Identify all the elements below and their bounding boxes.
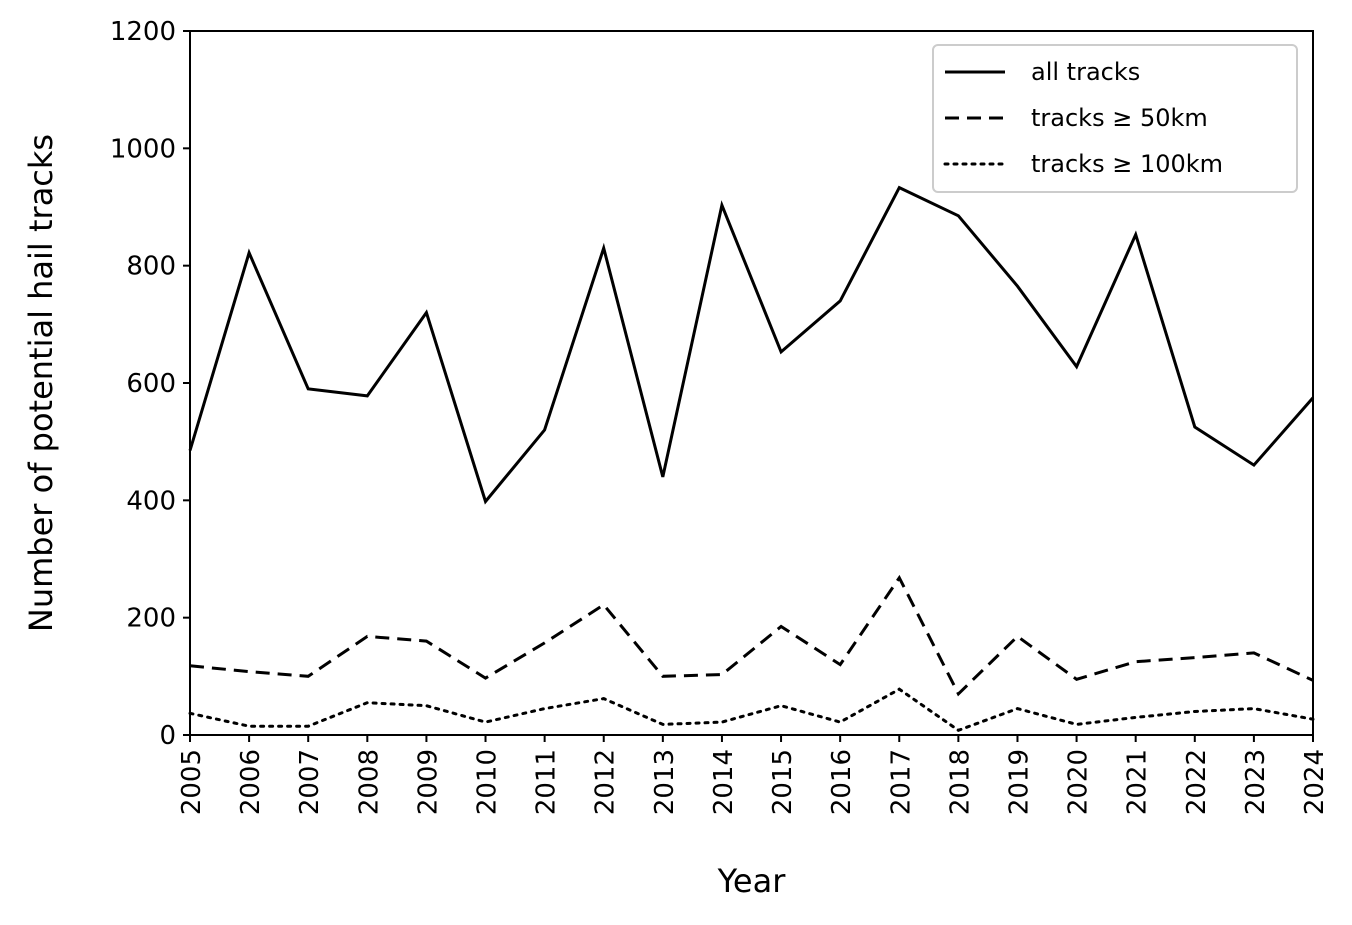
x-axis-label: Year: [717, 862, 787, 900]
legend-label-1: all tracks: [1031, 58, 1140, 86]
y-tick-label: 1000: [110, 134, 176, 164]
x-tick-label: 2016: [827, 749, 857, 815]
plot-lines: [188, 185, 1315, 732]
x-tick-label: 2012: [591, 749, 621, 815]
x-tick-label: 2021: [1123, 749, 1153, 815]
x-tick-label: 2014: [709, 749, 739, 815]
x-tick-label: 2018: [945, 749, 975, 815]
x-tick-label: 2006: [236, 749, 266, 815]
y-tick-label: 600: [126, 369, 176, 399]
legend: all tracks tracks ≥ 50km tracks ≥ 100km: [932, 44, 1298, 193]
y-axis: 0 200 400 600 800 1000 1200: [110, 17, 190, 751]
legend-box: [932, 44, 1298, 193]
x-tick-label: 2011: [532, 749, 562, 815]
series-line-3: [188, 687, 1315, 732]
x-tick-label: 2015: [768, 749, 798, 815]
y-tick-label: 200: [126, 604, 176, 634]
x-tick-label: 2007: [295, 749, 325, 815]
x-tick-label: 2019: [1004, 749, 1034, 815]
legend-label-2: tracks ≥ 50km: [1031, 104, 1208, 132]
x-tick-label: 2022: [1182, 749, 1212, 815]
x-tick-label: 2010: [473, 749, 503, 815]
x-tick-label: 2020: [1064, 749, 1094, 815]
x-tick-label: 2017: [886, 749, 916, 815]
y-tick-label: 1200: [110, 17, 176, 47]
y-tick-label: 400: [126, 486, 176, 516]
series-line-1: [188, 185, 1315, 505]
y-tick-label: 0: [159, 721, 176, 751]
x-tick-label: 2024: [1300, 749, 1330, 815]
x-axis: 2005 2006 2007 2008 2009 2010 2011 2012 2013 2014…: [177, 735, 1330, 815]
x-tick-label: 2009: [413, 749, 443, 815]
x-tick-label: 2013: [650, 749, 680, 815]
legend-label-3: tracks ≥ 100km: [1031, 150, 1223, 178]
series-line-2: [189, 574, 1314, 697]
x-tick-label: 2023: [1241, 749, 1271, 815]
x-tick-label: 2008: [354, 749, 384, 815]
y-tick-label: 800: [126, 252, 176, 282]
y-axis-label: Number of potential hail tracks: [22, 134, 60, 632]
x-tick-label: 2005: [177, 749, 207, 815]
